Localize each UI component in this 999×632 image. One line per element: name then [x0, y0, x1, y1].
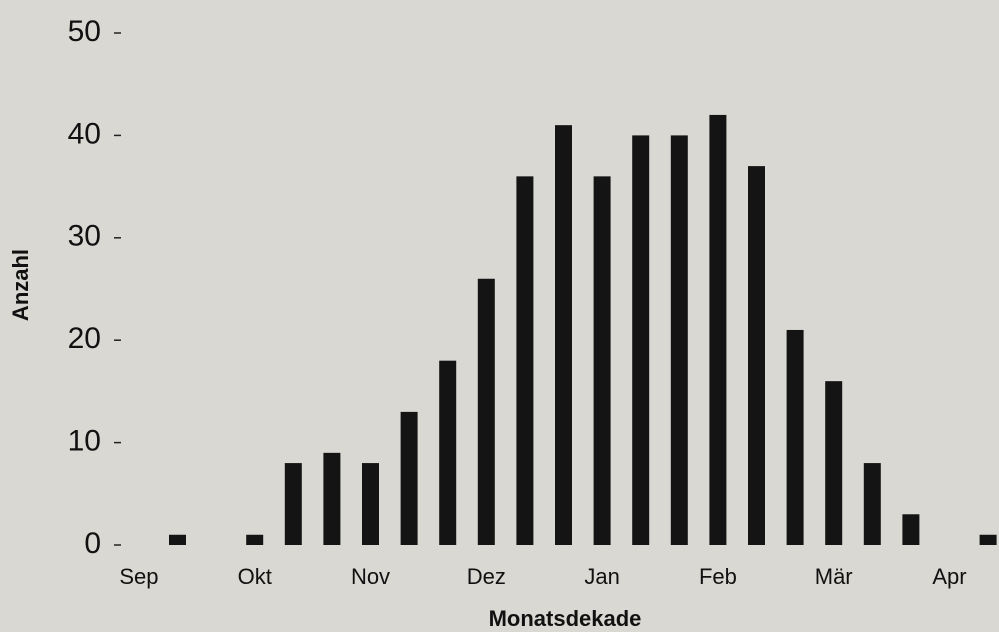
bar: [516, 176, 533, 545]
x-axis-title: Monatsdekade: [489, 606, 642, 631]
y-tick-label: 10: [68, 425, 101, 458]
bar: [439, 361, 456, 545]
y-axis-title: Anzahl: [8, 249, 33, 321]
x-tick-label: Sep: [119, 564, 158, 589]
page: Monatsdekade Anzahl 0 10 20 30 40 50 Sep Okt Nov…: [0, 0, 999, 632]
bar: [246, 535, 263, 545]
x-tick-label: Apr: [932, 564, 966, 589]
bar: [555, 125, 572, 545]
bar: [902, 514, 919, 545]
background: [0, 0, 999, 632]
x-tick-label: Mär: [815, 564, 853, 589]
y-tick-label: 40: [68, 117, 101, 150]
bar: [864, 463, 881, 545]
bar: [671, 135, 688, 545]
y-tick-label: 0: [84, 527, 101, 560]
bar: [362, 463, 379, 545]
y-tick-label: 50: [68, 15, 101, 48]
x-tick-label: Okt: [238, 564, 272, 589]
bar: [632, 135, 649, 545]
bar: [323, 453, 340, 545]
bar: [980, 535, 997, 545]
x-tick-label: Nov: [351, 564, 390, 589]
bar: [285, 463, 302, 545]
y-tick-label: 20: [68, 322, 101, 355]
bar: [787, 330, 804, 545]
chart: Monatsdekade Anzahl 0 10 20 30 40 50 Sep Okt Nov…: [0, 0, 999, 632]
bar: [825, 381, 842, 545]
x-tick-label: Dez: [467, 564, 506, 589]
bar: [401, 412, 418, 545]
x-tick-label: Jan: [584, 564, 619, 589]
bar: [594, 176, 611, 545]
y-tick-label: 30: [68, 220, 101, 253]
x-tick-label: Feb: [699, 564, 737, 589]
bar: [748, 166, 765, 545]
bar: [709, 115, 726, 545]
bar: [478, 279, 495, 545]
bar: [169, 535, 186, 545]
